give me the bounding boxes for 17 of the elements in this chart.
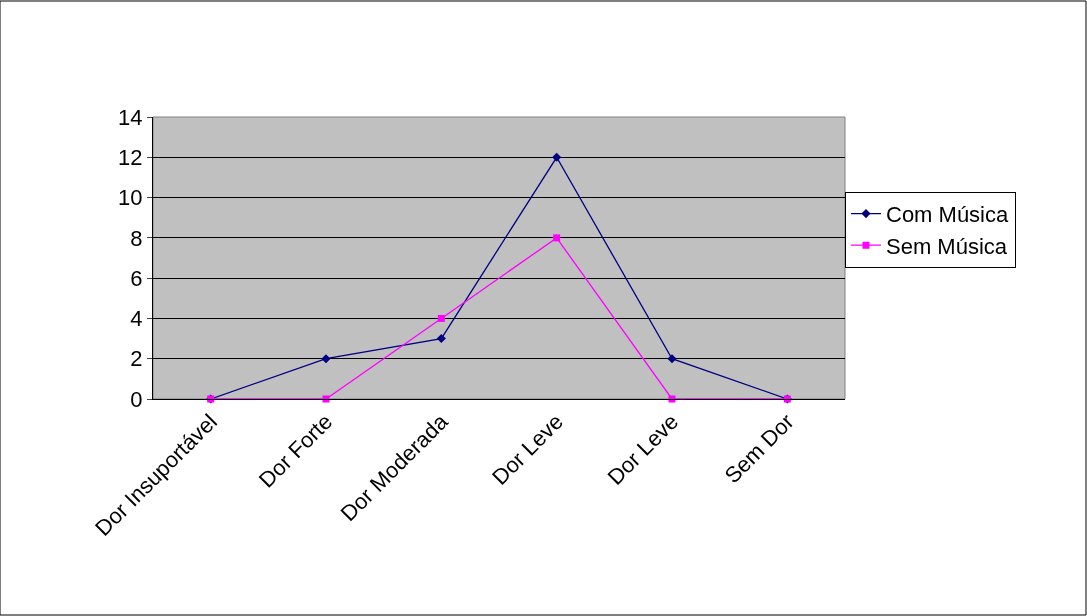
- y-tick-label: 6: [130, 265, 143, 291]
- y-tick-label: 10: [118, 185, 143, 211]
- x-tick-label: Sem Dor: [719, 409, 799, 489]
- legend-label: Sem Música: [886, 233, 1008, 259]
- point: [436, 334, 446, 344]
- y-tick-label: 14: [118, 104, 143, 130]
- y-tick-label: 0: [130, 386, 143, 412]
- point: [667, 354, 677, 364]
- legend-label: Com Música: [886, 202, 1010, 228]
- y-tick-label: 2: [130, 346, 143, 372]
- point: [321, 354, 331, 364]
- y-tick-label: 8: [130, 225, 143, 251]
- point: [553, 234, 561, 242]
- y-tick-label: 4: [130, 306, 143, 332]
- point: [552, 152, 562, 162]
- y-tick-label: 12: [118, 144, 143, 170]
- point: [437, 314, 445, 322]
